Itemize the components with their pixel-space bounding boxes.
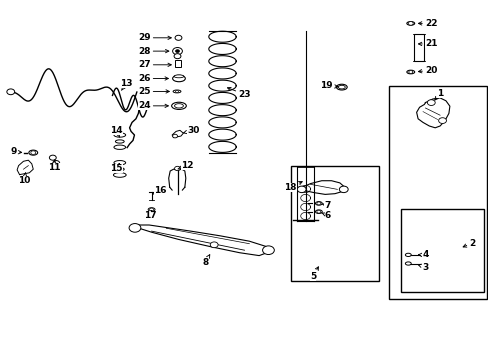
Text: 21: 21 xyxy=(418,40,437,49)
Ellipse shape xyxy=(338,85,345,89)
Ellipse shape xyxy=(405,253,410,257)
Text: 18: 18 xyxy=(284,181,302,192)
Text: 29: 29 xyxy=(138,33,171,42)
Text: 16: 16 xyxy=(153,186,166,195)
Text: 28: 28 xyxy=(138,47,168,56)
Ellipse shape xyxy=(174,75,183,78)
Text: 17: 17 xyxy=(144,210,157,220)
Text: 20: 20 xyxy=(418,66,437,75)
Ellipse shape xyxy=(29,150,38,155)
Text: 23: 23 xyxy=(227,87,250,99)
Circle shape xyxy=(172,48,182,55)
Circle shape xyxy=(297,186,305,193)
Bar xyxy=(413,34,423,61)
Bar xyxy=(388,86,486,299)
Ellipse shape xyxy=(148,208,155,211)
Circle shape xyxy=(262,246,274,255)
Text: 13: 13 xyxy=(120,79,132,90)
Text: 1: 1 xyxy=(434,89,442,100)
Circle shape xyxy=(175,35,182,40)
Circle shape xyxy=(175,90,178,93)
Circle shape xyxy=(316,202,320,205)
Text: 3: 3 xyxy=(417,263,427,272)
Ellipse shape xyxy=(336,84,346,90)
Text: 7: 7 xyxy=(321,201,330,210)
Circle shape xyxy=(175,50,179,53)
Circle shape xyxy=(172,134,177,138)
Circle shape xyxy=(31,151,36,154)
Circle shape xyxy=(49,155,56,160)
Circle shape xyxy=(174,54,181,59)
Bar xyxy=(175,60,181,67)
Ellipse shape xyxy=(406,70,414,74)
Circle shape xyxy=(53,161,60,166)
Ellipse shape xyxy=(172,75,185,82)
Ellipse shape xyxy=(115,168,124,171)
Bar xyxy=(400,209,483,292)
Text: 19: 19 xyxy=(320,81,337,90)
Ellipse shape xyxy=(114,161,125,165)
Text: 22: 22 xyxy=(418,19,437,28)
Text: 9: 9 xyxy=(10,148,21,157)
Text: 2: 2 xyxy=(462,239,474,248)
Text: 11: 11 xyxy=(48,160,61,172)
Circle shape xyxy=(210,242,218,248)
Ellipse shape xyxy=(405,262,410,265)
Ellipse shape xyxy=(114,133,125,137)
Circle shape xyxy=(408,71,412,73)
Circle shape xyxy=(174,166,180,171)
Ellipse shape xyxy=(115,140,124,143)
Ellipse shape xyxy=(173,90,181,93)
Text: 27: 27 xyxy=(138,60,171,69)
Text: 4: 4 xyxy=(418,251,428,259)
Text: 10: 10 xyxy=(18,173,31,185)
Text: 15: 15 xyxy=(110,163,122,173)
Circle shape xyxy=(407,22,412,25)
Circle shape xyxy=(7,89,15,95)
Text: 8: 8 xyxy=(202,255,209,266)
Ellipse shape xyxy=(114,145,125,149)
Ellipse shape xyxy=(174,104,183,108)
Circle shape xyxy=(427,100,434,105)
Ellipse shape xyxy=(406,22,414,25)
Text: 5: 5 xyxy=(309,267,318,281)
Circle shape xyxy=(149,208,153,211)
Text: 12: 12 xyxy=(178,161,193,170)
Ellipse shape xyxy=(315,202,322,205)
Circle shape xyxy=(339,186,347,193)
Ellipse shape xyxy=(171,102,186,109)
Text: 24: 24 xyxy=(138,102,168,111)
Text: 26: 26 xyxy=(138,74,168,83)
Ellipse shape xyxy=(315,210,322,213)
Bar xyxy=(290,166,378,281)
Ellipse shape xyxy=(113,173,126,177)
Circle shape xyxy=(316,210,320,213)
Text: 6: 6 xyxy=(321,211,330,220)
Circle shape xyxy=(129,224,141,232)
Circle shape xyxy=(438,118,446,123)
Text: 30: 30 xyxy=(183,126,199,135)
Text: 14: 14 xyxy=(110,126,122,137)
Text: 25: 25 xyxy=(138,87,169,96)
